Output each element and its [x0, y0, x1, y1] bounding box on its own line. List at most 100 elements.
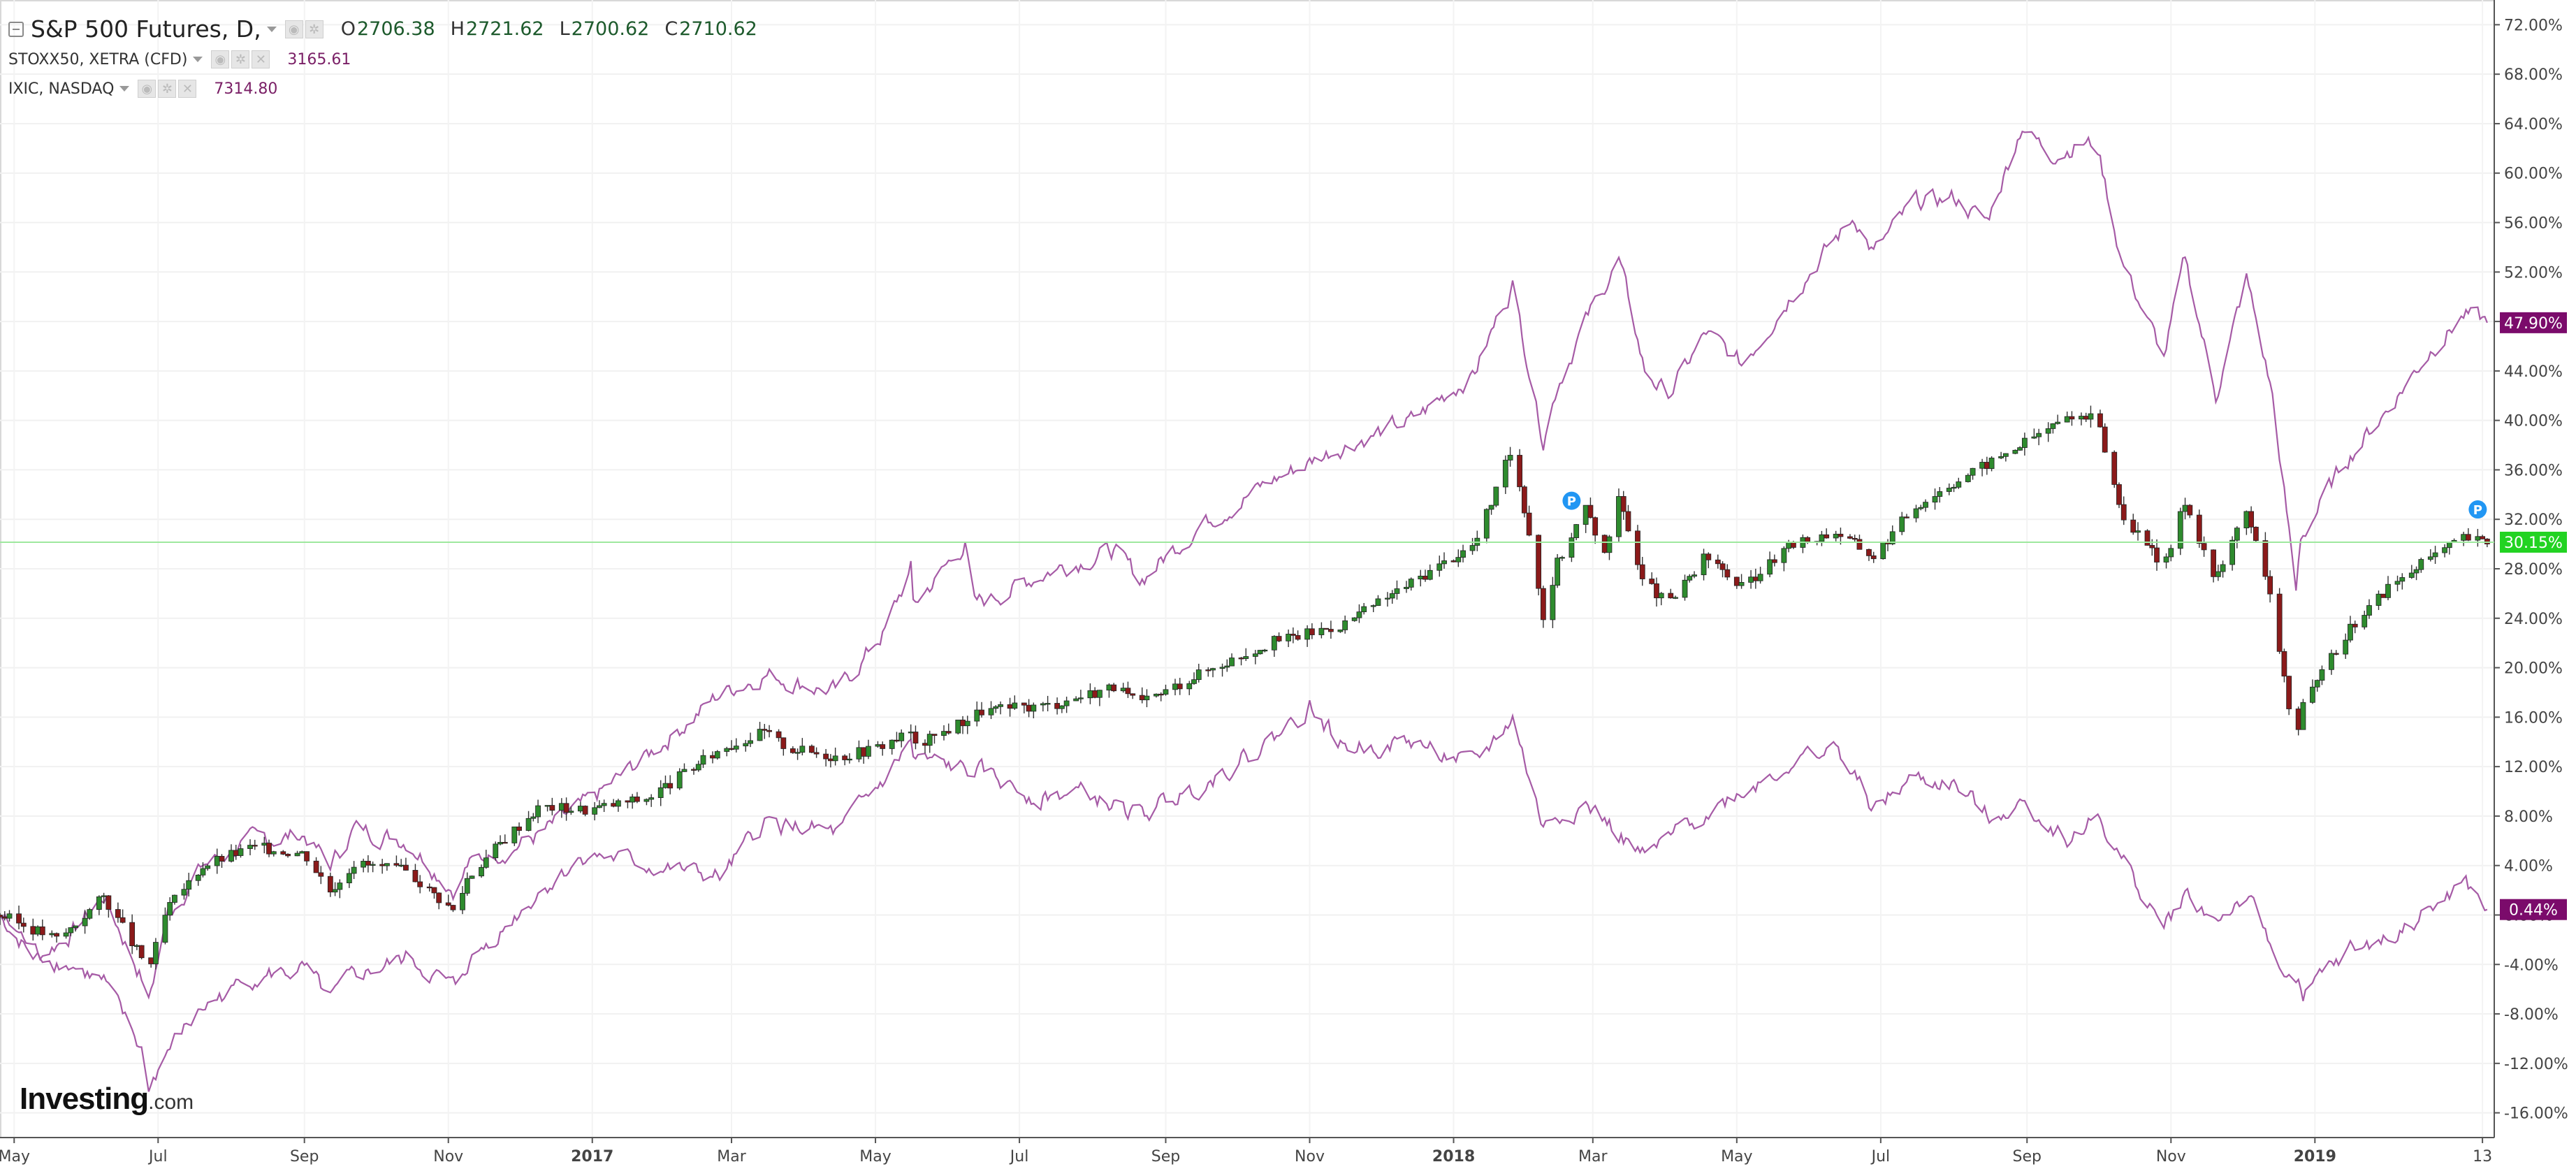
candle [1573, 524, 1580, 541]
chevron-down-icon[interactable] [193, 57, 203, 62]
gear-icon[interactable]: ✲ [305, 20, 323, 38]
x-tick-label: May [0, 1148, 30, 1166]
candle [1691, 571, 1697, 579]
candle [789, 746, 796, 754]
candle-body [1654, 583, 1659, 599]
candle-body [82, 917, 88, 927]
candle-body [601, 803, 607, 806]
candle-body [945, 731, 952, 734]
candle [776, 729, 782, 742]
candle-body [1229, 658, 1235, 667]
candle [68, 927, 74, 936]
candle-body [776, 731, 782, 739]
candle-body [1120, 688, 1126, 692]
candle-body [280, 851, 286, 855]
candle-body [2243, 511, 2250, 529]
candle-body [1, 916, 8, 919]
candle [1701, 549, 1707, 581]
chevron-down-icon[interactable] [119, 86, 130, 92]
candle [2276, 588, 2283, 654]
chevron-down-icon[interactable] [266, 26, 277, 32]
candle-body [1351, 617, 1358, 621]
candle-body [497, 841, 503, 845]
candle [294, 850, 300, 857]
candle-body [247, 845, 253, 849]
candle-body [1805, 537, 1811, 542]
candle [464, 872, 470, 896]
candle [1521, 485, 1527, 518]
candle-body [2314, 680, 2320, 688]
candle-body [596, 805, 602, 808]
candle-body [511, 826, 518, 843]
candle [2442, 544, 2447, 558]
candle-body [577, 806, 583, 812]
y-tick-label: -12.00% [2504, 1056, 2568, 1073]
candle [393, 855, 400, 867]
candle-body [351, 866, 357, 874]
eye-icon[interactable]: ◉ [211, 50, 230, 68]
candle-body [1937, 491, 1943, 497]
y-tick-label: 32.00% [2504, 511, 2563, 529]
candle [1318, 622, 1325, 639]
brand-suffix: .com [148, 1091, 194, 1114]
candle-body [2418, 559, 2424, 570]
candle [2262, 532, 2269, 580]
candle-body [1361, 606, 1367, 613]
candle-body [1195, 669, 1202, 681]
compare-symbol[interactable]: IXIC, NASDAQ [8, 80, 115, 98]
candle [1295, 630, 1301, 641]
candle-body [799, 746, 806, 753]
candle-body [493, 843, 499, 859]
candle [648, 794, 655, 807]
compare-symbol[interactable]: STOXX50, XETRA (CFD) [8, 50, 188, 68]
candle [2362, 610, 2368, 630]
candle [1923, 499, 1928, 512]
low-key: L [559, 18, 570, 40]
main-symbol[interactable]: S&P 500 Futures, D, [31, 15, 261, 43]
candle [926, 730, 933, 753]
candle [1649, 572, 1655, 585]
eye-icon[interactable]: ◉ [138, 80, 157, 98]
candle [2163, 553, 2169, 569]
candle-body [1701, 553, 1707, 576]
collapse-icon[interactable] [8, 21, 24, 37]
eye-icon[interactable]: ◉ [284, 20, 303, 38]
candle [1592, 516, 1599, 544]
candle [63, 928, 69, 939]
candle [2333, 650, 2339, 655]
candle-body [1819, 534, 1825, 542]
y-tick-label: 56.00% [2504, 215, 2563, 233]
candle-body [2036, 433, 2042, 437]
candle [181, 883, 187, 900]
legend-main: S&P 500 Futures, D, ◉ ✲ O 2706.38 H 2721… [8, 15, 757, 43]
candle [1058, 705, 1065, 713]
gear-icon[interactable]: ✲ [158, 80, 177, 98]
candle-body [1257, 650, 1263, 655]
candle [979, 702, 984, 718]
candle-body [1833, 533, 1839, 539]
candle [714, 750, 720, 760]
x-tick-label: 2017 [571, 1148, 613, 1166]
close-icon[interactable]: ✕ [178, 80, 197, 98]
candle [643, 798, 650, 806]
candle [998, 701, 1003, 715]
candle-body [2281, 651, 2287, 677]
x-tick-label: Jul [1870, 1148, 1891, 1166]
candle-body [2182, 504, 2188, 512]
candle-body [568, 811, 574, 813]
candle [1904, 514, 1909, 518]
candle-body [1191, 679, 1197, 684]
close-icon[interactable]: ✕ [252, 50, 270, 68]
candle [1031, 702, 1037, 718]
gear-icon[interactable]: ✲ [231, 50, 250, 68]
candle [327, 872, 333, 897]
candle-body [1781, 548, 1787, 563]
candle-body [1418, 576, 1424, 580]
candle-body [1932, 496, 1938, 503]
candle-body [2319, 669, 2325, 681]
candle [2102, 423, 2108, 453]
candle [1163, 684, 1169, 696]
candle-body [1625, 511, 1631, 532]
legend-compare-2: IXIC, NASDAQ ◉ ✲ ✕ 7314.80 [8, 80, 277, 98]
